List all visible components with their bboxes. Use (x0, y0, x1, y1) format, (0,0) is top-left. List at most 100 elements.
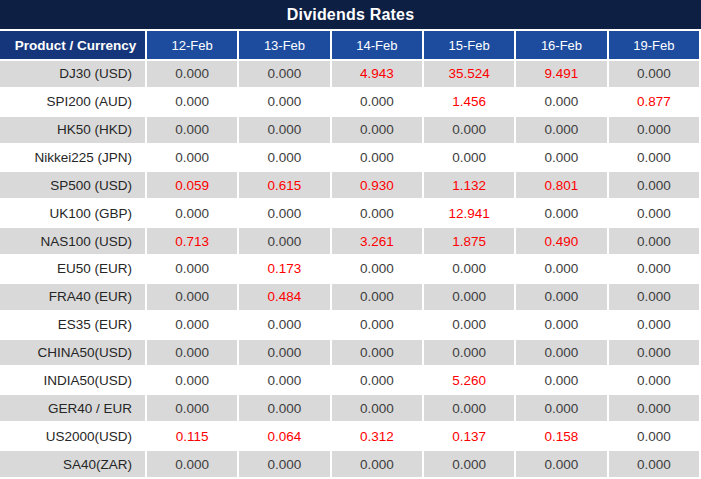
rate-cell: 0.173 (239, 256, 331, 284)
date-header: 16-Feb (516, 31, 608, 61)
rate-cell: 1.456 (424, 89, 516, 117)
rate-cell: 0.000 (516, 284, 608, 312)
rate-cell: 0.000 (609, 145, 701, 173)
rate-cell: 0.000 (147, 200, 239, 228)
table-row: HK50 (HKD)0.0000.0000.0000.0000.0000.000 (0, 117, 701, 145)
rate-cell: 0.000 (147, 256, 239, 284)
rate-cell: 0.000 (239, 145, 331, 173)
rate-cell: 0.000 (609, 340, 701, 368)
rate-cell: 0.490 (516, 228, 608, 256)
rate-cell: 0.000 (147, 395, 239, 423)
date-header: 13-Feb (239, 31, 331, 61)
table-row: UK100 (GBP)0.0000.0000.00012.9410.0000.0… (0, 200, 701, 228)
table-row: ES35 (EUR)0.0000.0000.0000.0000.0000.000 (0, 312, 701, 340)
table-row: DJ30 (USD)0.0000.0004.94335.5249.4910.00… (0, 61, 701, 89)
product-cell: US2000(USD) (0, 423, 147, 451)
rate-cell: 0.484 (239, 284, 331, 312)
rate-cell: 0.000 (609, 200, 701, 228)
rate-cell: 0.000 (239, 61, 331, 89)
rate-cell: 0.000 (239, 200, 331, 228)
table-header: Product / Currency 12-Feb13-Feb14-Feb15-… (0, 31, 701, 61)
rate-cell: 0.000 (332, 451, 424, 479)
rate-cell: 0.115 (147, 423, 239, 451)
date-header: 14-Feb (332, 31, 424, 61)
rate-cell: 0.000 (516, 200, 608, 228)
rate-cell: 0.312 (332, 423, 424, 451)
rate-cell: 0.000 (609, 423, 701, 451)
rate-cell: 0.000 (239, 340, 331, 368)
rate-cell: 0.000 (147, 340, 239, 368)
rate-cell: 0.000 (609, 61, 701, 89)
product-cell: FRA40 (EUR) (0, 284, 147, 312)
date-header: 19-Feb (609, 31, 701, 61)
rate-cell: 0.000 (332, 340, 424, 368)
rate-cell: 0.000 (516, 145, 608, 173)
rate-cell: 0.064 (239, 423, 331, 451)
rate-cell: 0.000 (332, 256, 424, 284)
table-row: SA40(ZAR)0.0000.0000.0000.0000.0000.000 (0, 451, 701, 479)
table-row: NAS100 (USD)0.7130.0003.2611.8750.4900.0… (0, 228, 701, 256)
rate-cell: 0.000 (147, 61, 239, 89)
dividends-rates-panel: Dividends Rates Product / Currency 12-Fe… (0, 0, 701, 479)
rate-cell: 0.000 (332, 200, 424, 228)
table-row: US2000(USD)0.1150.0640.3120.1370.1580.00… (0, 423, 701, 451)
rate-cell: 0.059 (147, 172, 239, 200)
date-header: 12-Feb (147, 31, 239, 61)
rate-cell: 0.930 (332, 172, 424, 200)
rate-cell: 0.000 (609, 284, 701, 312)
rate-cell: 3.261 (332, 228, 424, 256)
rate-cell: 0.000 (332, 89, 424, 117)
rate-cell: 0.000 (609, 451, 701, 479)
rate-cell: 1.132 (424, 172, 516, 200)
rate-cell: 5.260 (424, 367, 516, 395)
table-row: INDIA50(USD)0.0000.0000.0005.2600.0000.0… (0, 367, 701, 395)
rate-cell: 9.491 (516, 61, 608, 89)
rate-cell: 0.000 (609, 172, 701, 200)
rate-cell: 0.000 (147, 117, 239, 145)
product-currency-header: Product / Currency (0, 31, 147, 61)
rate-cell: 0.000 (147, 89, 239, 117)
rate-cell: 0.000 (609, 395, 701, 423)
product-cell: CHINA50(USD) (0, 340, 147, 368)
table-row: FRA40 (EUR)0.0000.4840.0000.0000.0000.00… (0, 284, 701, 312)
rate-cell: 0.000 (516, 89, 608, 117)
rate-cell: 1.875 (424, 228, 516, 256)
table-row: EU50 (EUR)0.0000.1730.0000.0000.0000.000 (0, 256, 701, 284)
rate-cell: 0.000 (147, 284, 239, 312)
product-cell: NAS100 (USD) (0, 228, 147, 256)
rate-cell: 0.000 (516, 117, 608, 145)
rate-cell: 0.158 (516, 423, 608, 451)
product-cell: EU50 (EUR) (0, 256, 147, 284)
rate-cell: 0.000 (147, 367, 239, 395)
rate-cell: 35.524 (424, 61, 516, 89)
rate-cell: 0.877 (609, 89, 701, 117)
rate-cell: 0.713 (147, 228, 239, 256)
rate-cell: 0.000 (239, 89, 331, 117)
rate-cell: 0.000 (147, 145, 239, 173)
rate-cell: 0.615 (239, 172, 331, 200)
product-cell: SPI200 (AUD) (0, 89, 147, 117)
rate-cell: 12.941 (424, 200, 516, 228)
rate-cell: 0.000 (516, 312, 608, 340)
date-header: 15-Feb (424, 31, 516, 61)
rate-cell: 0.000 (424, 312, 516, 340)
rate-cell: 0.000 (424, 145, 516, 173)
rate-cell: 0.000 (516, 340, 608, 368)
rate-cell: 0.000 (609, 312, 701, 340)
rate-cell: 0.000 (424, 340, 516, 368)
rate-cell: 0.000 (424, 284, 516, 312)
product-cell: HK50 (HKD) (0, 117, 147, 145)
table-row: SP500 (USD)0.0590.6150.9301.1320.8010.00… (0, 172, 701, 200)
rate-cell: 0.000 (516, 451, 608, 479)
table-body: DJ30 (USD)0.0000.0004.94335.5249.4910.00… (0, 61, 701, 479)
rate-cell: 0.000 (239, 228, 331, 256)
rate-cell: 0.000 (516, 395, 608, 423)
rate-cell: 0.000 (239, 395, 331, 423)
rate-cell: 0.000 (609, 367, 701, 395)
product-cell: DJ30 (USD) (0, 61, 147, 89)
rate-cell: 0.000 (332, 284, 424, 312)
rate-cell: 0.000 (609, 228, 701, 256)
rate-cell: 0.000 (424, 117, 516, 145)
product-cell: Nikkei225 (JPN) (0, 145, 147, 173)
table-row: CHINA50(USD)0.0000.0000.0000.0000.0000.0… (0, 340, 701, 368)
